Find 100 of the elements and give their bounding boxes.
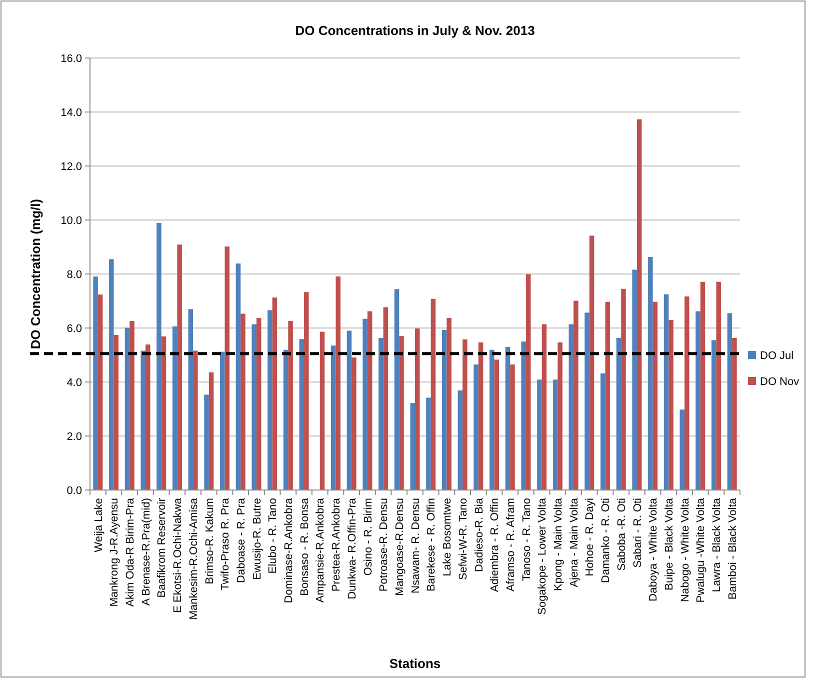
bar: [98, 294, 103, 490]
bar: [558, 342, 562, 490]
x-tick-label: Bamboi - Black Volta: [726, 497, 739, 600]
x-tick-label: Baafikrom Reservoir: [156, 498, 168, 598]
y-axis-title: DO Concentration (mg/l): [28, 198, 43, 350]
bar: [605, 302, 610, 490]
bar: [410, 403, 415, 490]
bar: [93, 276, 98, 490]
x-tick-label: Prestea-R.Ankobra: [330, 497, 343, 592]
bar: [426, 398, 431, 490]
bar: [684, 296, 690, 490]
bar: [236, 263, 241, 490]
bar: [114, 335, 119, 490]
bar: [220, 352, 225, 490]
x-tick-label: Elubo - R. Tano: [267, 498, 280, 574]
bar: [526, 274, 531, 490]
bar: [283, 350, 288, 490]
x-tick-label: Sabari - R. Oti: [632, 498, 644, 568]
x-tick-label: Barekese - R. Offin: [426, 498, 438, 592]
bar: [600, 373, 606, 490]
bar: [474, 364, 478, 490]
bar: [130, 320, 134, 490]
y-tick-label: 4.0: [66, 376, 82, 389]
x-tick-label: Pwalugu -White Volta: [695, 497, 708, 603]
bar: [109, 259, 114, 490]
x-tick-label: Sogakope - Lower Volta: [536, 497, 549, 615]
bar: [648, 256, 653, 490]
bar: [462, 339, 468, 490]
bar: [124, 328, 130, 490]
bar: [299, 339, 304, 490]
x-tick-label: Buipe - Black Volta: [664, 497, 676, 590]
y-tick-label: 0.0: [66, 484, 82, 497]
bar: [700, 282, 706, 490]
bar: [188, 309, 194, 490]
bar: [145, 344, 150, 490]
x-tick-label: Brimso-R. Kakum: [204, 498, 216, 584]
bar: [442, 330, 447, 490]
bar: [177, 244, 182, 490]
bar: [494, 360, 500, 490]
bar: [490, 350, 494, 490]
x-tick-label: Kpong - Main Volta: [552, 497, 565, 591]
bar: [458, 390, 463, 490]
x-tick-label: Mangoase-R.Densu: [394, 498, 406, 596]
bar: [521, 342, 526, 490]
y-tick-label: 8.0: [66, 268, 82, 281]
bar: [446, 318, 452, 490]
legend-label: DO Nov: [760, 376, 800, 388]
bar: [268, 310, 272, 490]
bar: [632, 270, 637, 490]
bar: [240, 314, 246, 490]
x-tick-label: Dadieso-R. Bia: [473, 497, 486, 572]
x-tick-label: Akim Oda-R Birim-Pra: [124, 497, 136, 607]
x-tick-label: Mankrong J-R.Ayensu: [108, 498, 121, 607]
chart-title: DO Concentrations in July & Nov. 2013: [295, 23, 535, 38]
bar: [304, 292, 309, 490]
bar: [616, 338, 622, 490]
bar: [383, 307, 388, 490]
bar: [584, 312, 590, 490]
bar: [399, 336, 404, 490]
bar: [716, 282, 721, 490]
x-tick-label: Dunkwa- R.Offin-Pra: [346, 497, 358, 600]
bar: [362, 318, 368, 490]
x-tick-label: Ampansie-R.Ankobra: [314, 497, 327, 603]
bar: [415, 328, 420, 490]
bar: [156, 222, 162, 490]
x-tick-label: Daboase - R. Pra: [235, 497, 248, 583]
x-tick-label: Saboba -R. Oti: [616, 498, 628, 571]
bar: [367, 311, 372, 490]
x-tick-label: Daboya - White Volta: [648, 497, 660, 602]
bar: [652, 302, 658, 490]
bar: [378, 338, 384, 490]
bar: [574, 300, 578, 490]
bar: [330, 346, 336, 490]
x-tick-label: Dominase-R.Ankobra: [283, 497, 296, 604]
x-tick-label: Ewusijo-R. Butre: [251, 498, 264, 580]
bar: [727, 313, 732, 490]
bar: [336, 276, 340, 490]
x-tick-label: Osino - R. Birim: [362, 498, 374, 576]
bar: [140, 350, 146, 490]
bar: [621, 288, 626, 490]
bar: [272, 297, 278, 490]
bar: [161, 336, 166, 490]
bar: [680, 410, 685, 490]
bar: [224, 246, 230, 490]
bar: [352, 357, 356, 490]
bar: [711, 340, 716, 490]
bar: [430, 298, 436, 490]
bar: [394, 289, 400, 490]
bar: [568, 324, 574, 490]
bar: [510, 364, 515, 490]
bar: [537, 380, 542, 490]
x-tick-label: Weija Lake: [92, 498, 105, 552]
bar: [208, 372, 214, 490]
x-tick-label: Lawra - Black Volta: [711, 497, 724, 592]
bar: [193, 350, 198, 490]
y-tick-label: 6.0: [66, 322, 82, 335]
bar: [542, 324, 547, 490]
bar: [288, 320, 293, 490]
y-tick-label: 12.0: [60, 160, 82, 173]
y-tick-label: 10.0: [60, 214, 82, 227]
